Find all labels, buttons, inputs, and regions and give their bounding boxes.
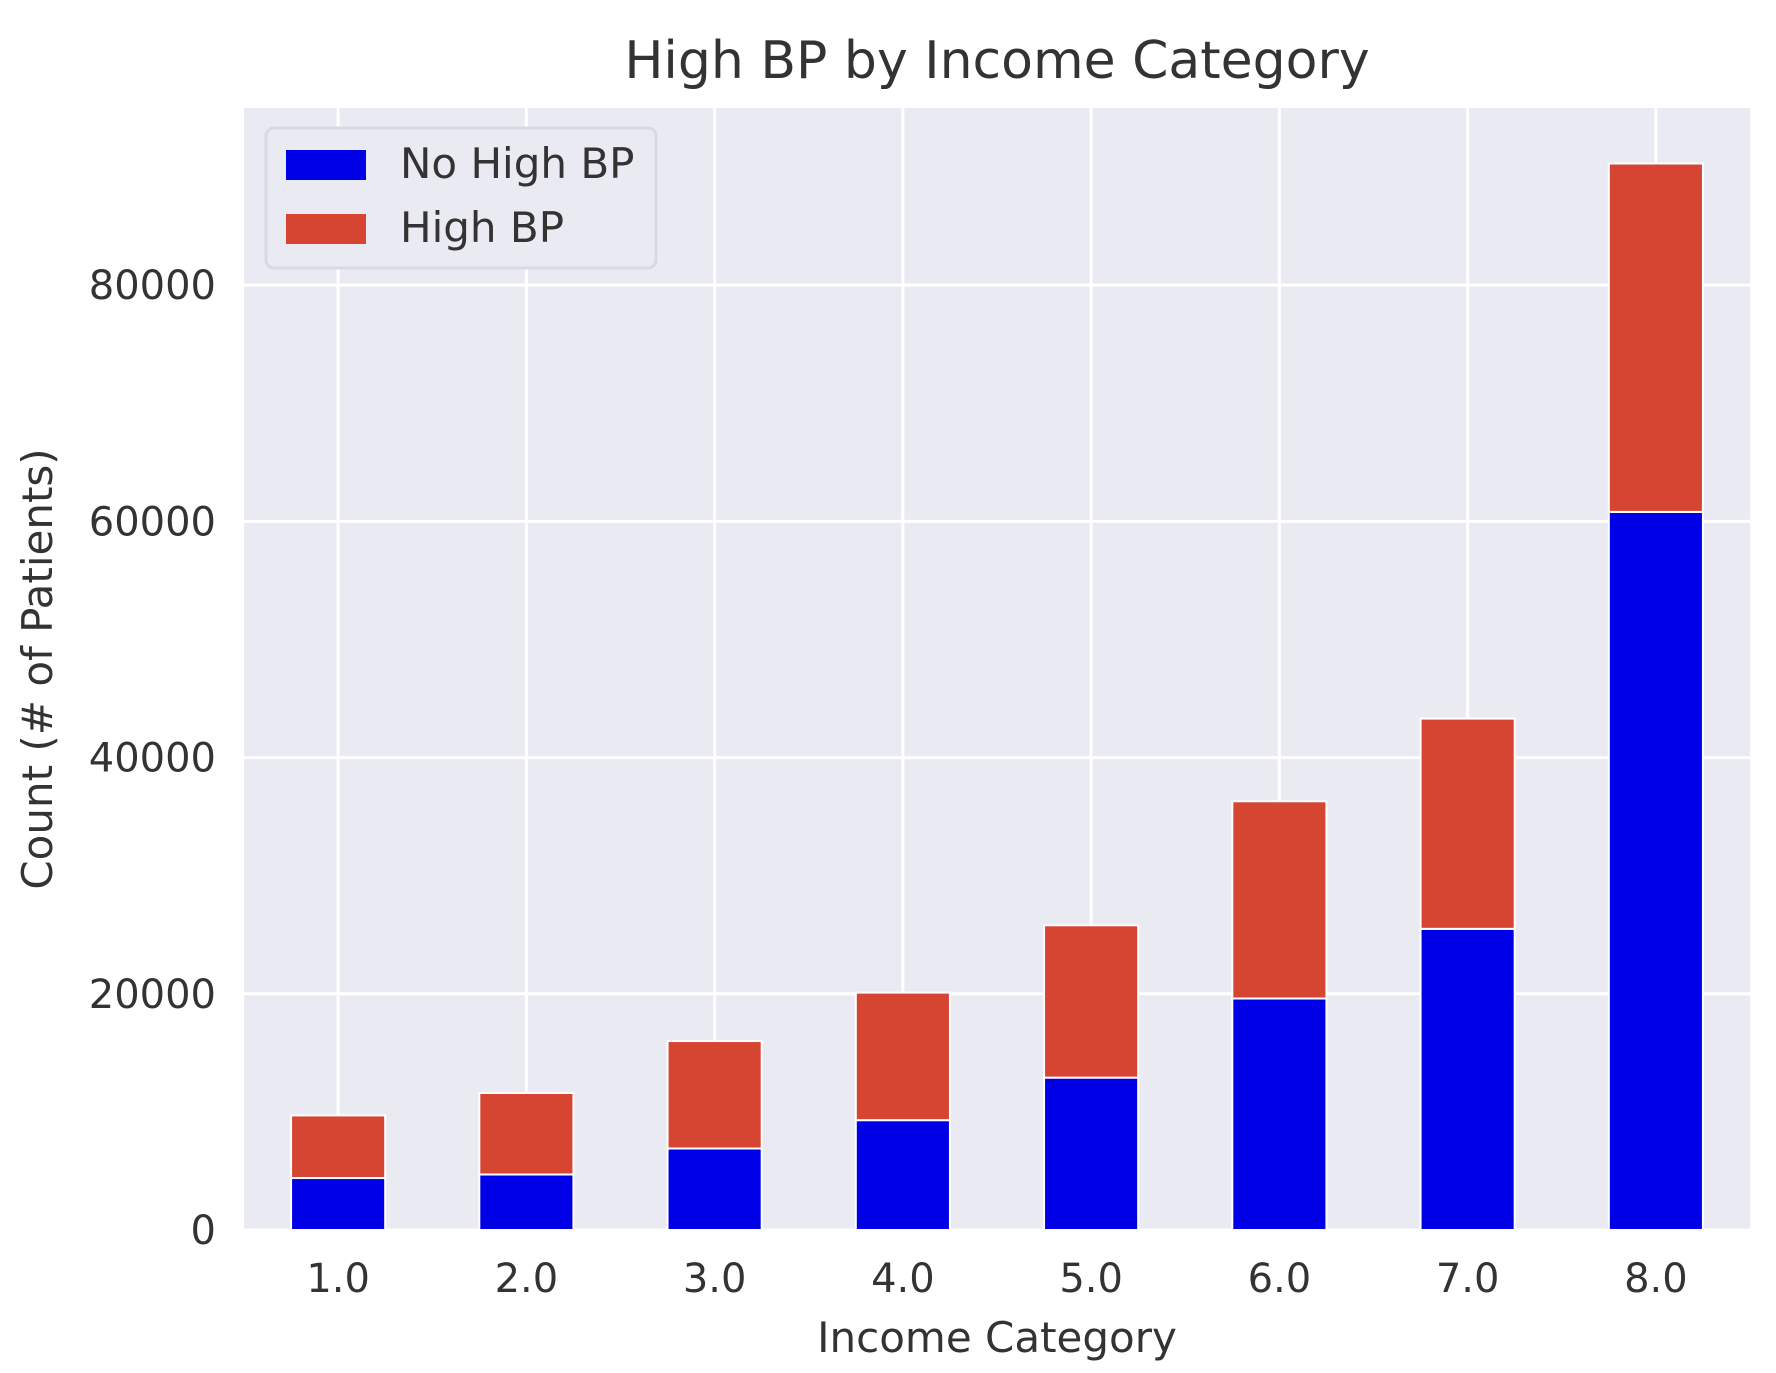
x-axis-ticks: 1.0 2.0 3.0 4.0 5.0 6.0 7.0 8.0: [306, 1256, 1687, 1302]
x-tick-label: 3.0: [683, 1256, 747, 1302]
x-axis-label: Income Category: [817, 1313, 1177, 1362]
x-tick-label: 1.0: [306, 1256, 370, 1302]
bar-high-bp-6-0: [1231, 800, 1328, 1000]
y-axis-ticks: 0 20000 40000 60000 80000: [89, 263, 216, 1254]
x-tick-label: 6.0: [1248, 1256, 1312, 1302]
bar-no-high-bp-7-0: [1419, 927, 1516, 1232]
y-tick-label: 60000: [89, 499, 216, 545]
y-tick-label: 80000: [89, 263, 216, 309]
bar-high-bp-3-0: [666, 1040, 763, 1150]
legend-label-no-high-bp: No High BP: [400, 139, 635, 188]
y-axis-label: Count (# of Patients): [13, 448, 62, 889]
legend-label-high-bp: High BP: [400, 203, 564, 252]
bar-no-high-bp-5-0: [1043, 1076, 1140, 1231]
bar-high-bp-7-0: [1419, 717, 1516, 930]
bar-high-bp-2-0: [478, 1091, 575, 1176]
x-tick-label: 7.0: [1436, 1256, 1500, 1302]
legend: No High BP High BP: [264, 126, 658, 270]
bar-high-bp-8-0: [1607, 162, 1704, 513]
bar-no-high-bp-1-0: [290, 1177, 387, 1232]
bar-high-bp-1-0: [290, 1114, 387, 1180]
y-tick-label: 0: [191, 1208, 216, 1254]
bar-no-high-bp-2-0: [478, 1173, 575, 1231]
legend-swatch-no-high-bp: [286, 150, 366, 180]
x-tick-label: 8.0: [1624, 1256, 1688, 1302]
legend-swatch-high-bp: [286, 214, 366, 244]
plot-area: [244, 108, 1750, 1230]
bar-no-high-bp-8-0: [1607, 510, 1704, 1232]
y-tick-label: 40000: [89, 736, 216, 782]
bar-no-high-bp-6-0: [1231, 997, 1328, 1231]
bars: [290, 162, 1704, 1232]
x-tick-label: 5.0: [1059, 1256, 1123, 1302]
bar-high-bp-4-0: [854, 991, 951, 1122]
x-tick-label: 2.0: [495, 1256, 559, 1302]
y-tick-label: 20000: [89, 972, 216, 1018]
bar-no-high-bp-3-0: [666, 1147, 763, 1231]
chart-title: High BP by Income Category: [624, 31, 1369, 91]
x-tick-label: 4.0: [871, 1256, 935, 1302]
bar-high-bp-5-0: [1043, 924, 1140, 1079]
bar-no-high-bp-4-0: [854, 1119, 951, 1232]
